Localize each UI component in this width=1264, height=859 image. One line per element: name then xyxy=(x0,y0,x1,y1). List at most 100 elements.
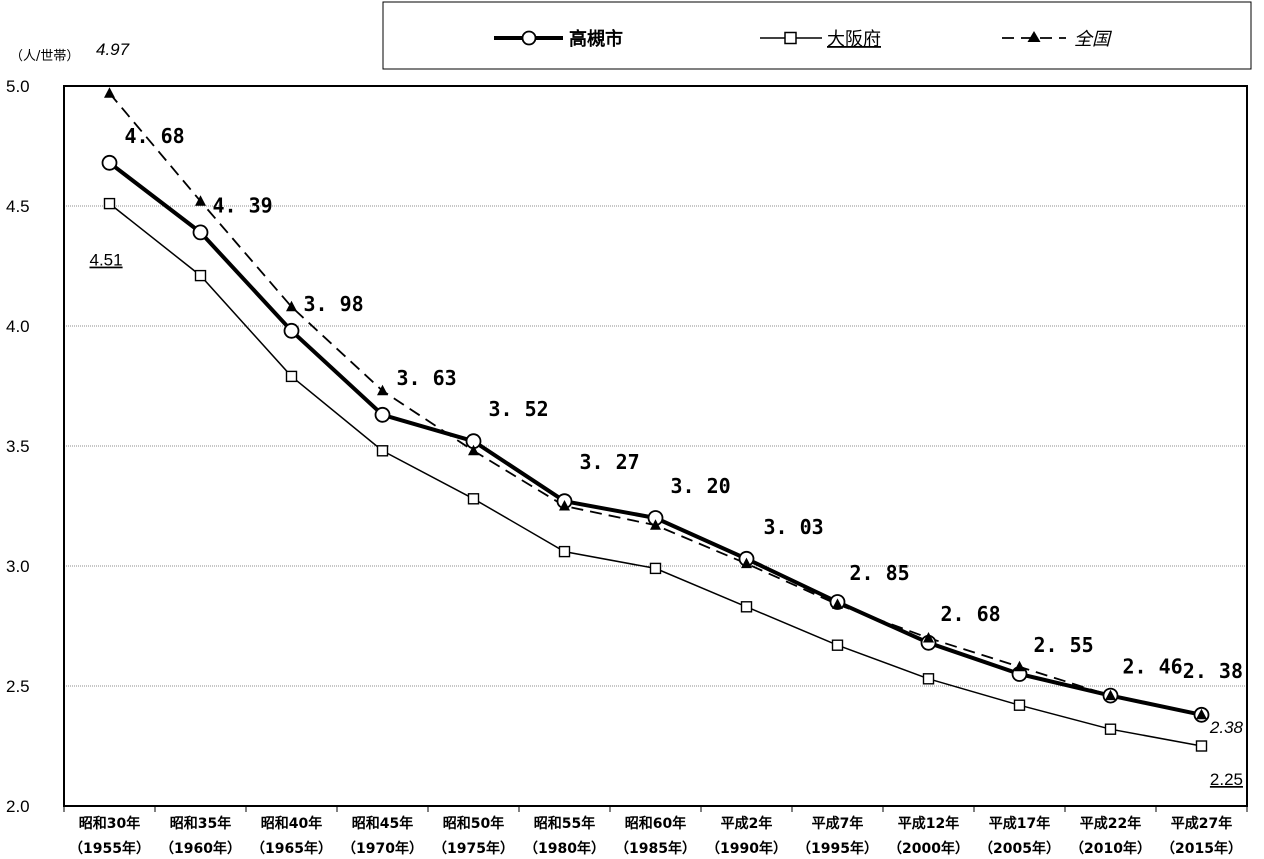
point-national xyxy=(286,300,297,312)
data-label-takatsuki: 2. 85 xyxy=(850,561,910,585)
point-national xyxy=(1196,708,1207,720)
series-line-takatsuki xyxy=(108,161,1202,717)
data-label-takatsuki: 3. 98 xyxy=(304,292,364,316)
point-osaka xyxy=(740,601,753,613)
data-label-takatsuki: 4. 68 xyxy=(125,124,185,148)
x-tick-label-era: 平成2年 xyxy=(721,815,773,832)
y-tick-label: 2.5 xyxy=(6,677,30,696)
series-layer xyxy=(101,87,1210,752)
point-takatsuki xyxy=(192,224,209,241)
y-tick-label: 2.0 xyxy=(6,797,30,816)
data-label-osaka-first: 4.51 xyxy=(90,251,123,270)
legend-frame xyxy=(382,1,1252,70)
point-national xyxy=(468,444,479,456)
x-tick-label-year: （2005年） xyxy=(979,840,1060,857)
data-label-national-first: 4.97 xyxy=(96,40,130,59)
data-label-takatsuki: 2. 68 xyxy=(941,602,1001,626)
legend-marker-circle xyxy=(521,30,537,46)
data-label-osaka-last: 2.25 xyxy=(1210,770,1243,789)
point-national xyxy=(104,87,115,98)
point-national xyxy=(559,500,570,511)
point-takatsuki xyxy=(101,154,118,171)
legend-label-national: 全国 xyxy=(1074,29,1113,50)
x-tick-label-year: （1985年） xyxy=(615,840,696,857)
y-tick-label: 4.0 xyxy=(6,317,30,336)
point-national xyxy=(1105,689,1116,701)
x-tick-label-year: （2010年） xyxy=(1070,840,1151,857)
y-tick-label: 3.5 xyxy=(6,437,30,456)
legend-entry-national: 全国 xyxy=(1002,29,1113,50)
point-osaka xyxy=(1195,740,1208,752)
x-tick-label-year: （1955年） xyxy=(69,840,150,857)
point-osaka xyxy=(558,545,571,558)
y-tick-label: 3.0 xyxy=(6,557,30,576)
x-tick-label-year: （1990年） xyxy=(706,840,787,857)
legend-label-osaka: 大阪府 xyxy=(827,29,881,50)
data-labels: 4. 68 4. 39 3. 98 3. 63 3. 52 3. 27 3. 20 3. 03… xyxy=(90,40,1244,789)
point-national xyxy=(650,519,661,530)
x-tick-label-year: （2015年） xyxy=(1161,840,1242,857)
point-osaka xyxy=(194,269,207,282)
y-tick-label: 4.5 xyxy=(6,197,30,216)
point-osaka xyxy=(1013,699,1026,711)
point-takatsuki xyxy=(283,322,300,339)
point-osaka xyxy=(831,639,844,651)
point-national xyxy=(923,632,934,643)
x-tick-label-era: 昭和45年 xyxy=(352,815,413,832)
data-label-takatsuki: 4. 39 xyxy=(213,193,273,217)
data-label-takatsuki: 3. 03 xyxy=(764,515,824,539)
point-national xyxy=(741,557,752,569)
point-national xyxy=(832,598,843,609)
x-tick-label-era: 平成7年 xyxy=(812,815,864,832)
x-tick-label-year: （1995年） xyxy=(797,840,878,857)
y-axis-unit-label: （人/世帯） xyxy=(10,49,79,64)
data-label-takatsuki: 3. 20 xyxy=(671,474,731,498)
point-national xyxy=(195,195,206,206)
legend-marker-triangle xyxy=(1027,31,1041,42)
x-tick-label-year: （1980年） xyxy=(524,840,605,857)
x-tick-label-era: 平成22年 xyxy=(1080,815,1141,832)
y-axis-ticks: 2.0 2.5 3.0 3.5 4.0 4.5 5.0 xyxy=(6,77,30,816)
x-axis-ticks: 昭和30年 （1955年） 昭和35年 （1960年） 昭和40年 （1965年） 昭和45… xyxy=(63,806,1248,857)
x-tick-label-era: 昭和60年 xyxy=(625,815,686,832)
point-national xyxy=(377,384,388,396)
point-osaka xyxy=(649,562,662,575)
x-tick-label-era: 昭和40年 xyxy=(261,815,322,832)
plot-frame xyxy=(63,85,1248,807)
point-osaka xyxy=(922,673,935,685)
legend-marker-square xyxy=(784,31,797,45)
x-tick-label-year: （1965年） xyxy=(251,840,332,857)
x-tick-label-era: 昭和35年 xyxy=(170,815,231,832)
point-takatsuki xyxy=(374,406,391,423)
data-label-takatsuki: 3. 52 xyxy=(489,397,549,421)
series-line-national xyxy=(108,92,1202,716)
point-osaka xyxy=(467,493,480,505)
data-label-takatsuki: 2. 38 xyxy=(1183,659,1243,683)
x-tick-label-era: 昭和30年 xyxy=(79,815,140,832)
data-label-takatsuki: 2. 46 xyxy=(1123,655,1183,679)
x-tick-label-year: （2000年） xyxy=(888,840,969,857)
data-label-takatsuki: 2. 55 xyxy=(1034,633,1094,657)
x-tick-label-year: （1970年） xyxy=(342,840,423,857)
x-tick-label-era: 平成17年 xyxy=(989,815,1050,832)
data-label-national-last: 2.38 xyxy=(1209,718,1244,737)
legend-label-takatsuki: 高槻市 xyxy=(569,28,623,50)
point-osaka xyxy=(103,197,116,210)
legend-entry-takatsuki: 高槻市 xyxy=(494,28,623,50)
legend: 高槻市 大阪府 全国 xyxy=(382,1,1252,70)
x-tick-label-era: 昭和50年 xyxy=(443,815,504,832)
y-tick-label: 5.0 xyxy=(6,77,30,96)
point-osaka xyxy=(1104,723,1117,735)
data-label-takatsuki: 3. 63 xyxy=(397,366,457,390)
x-tick-label-era: 昭和55年 xyxy=(534,815,595,832)
point-osaka xyxy=(376,445,389,457)
x-tick-label-era: 平成27年 xyxy=(1171,815,1232,832)
x-tick-label-year: （1960年） xyxy=(160,840,241,857)
point-national xyxy=(1014,660,1025,672)
x-tick-label-year: （1975年） xyxy=(433,840,514,857)
data-label-takatsuki: 3. 27 xyxy=(580,450,640,474)
legend-entry-osaka: 大阪府 xyxy=(760,29,881,50)
point-osaka xyxy=(285,370,298,383)
x-tick-label-era: 平成12年 xyxy=(898,815,959,832)
